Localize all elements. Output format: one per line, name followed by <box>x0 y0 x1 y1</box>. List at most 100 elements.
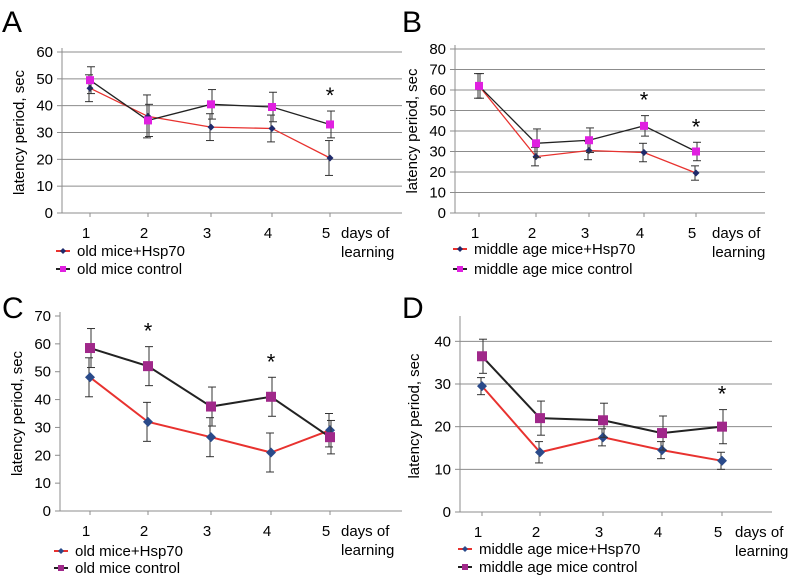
y-tick-label: 40 <box>429 123 446 140</box>
x-axis-title-line2: learning <box>735 543 788 560</box>
legend-swatch-marker <box>58 548 64 554</box>
data-point <box>268 124 276 132</box>
legend-label: middle age mice control <box>474 261 632 278</box>
data-point <box>85 343 95 354</box>
significance-marker: * <box>144 319 153 344</box>
data-point <box>143 361 153 372</box>
x-axis-title-line1: days of <box>341 225 390 242</box>
legend-label: old mice+Hsp70 <box>75 543 183 560</box>
data-point <box>477 351 487 362</box>
x-tick-label: 2 <box>140 523 148 540</box>
data-point <box>477 381 487 392</box>
y-tick-label: 70 <box>429 62 446 79</box>
significance-marker: * <box>692 114 701 139</box>
x-tick-label: 4 <box>264 225 272 242</box>
y-tick-label: 50 <box>36 71 53 88</box>
x-tick-label: 2 <box>532 524 540 541</box>
legend-swatch-marker <box>462 564 468 570</box>
legend-entry: middle age mice control <box>453 261 632 278</box>
data-point <box>143 416 153 427</box>
legend-swatch-marker <box>457 246 463 252</box>
data-point <box>144 116 152 125</box>
chart-panel-a: A 0 10 20 30 40 50 60 latency period, sec 1 2 3 4 5 da… <box>2 6 402 278</box>
y-tick-label: 0 <box>443 504 451 521</box>
data-point <box>532 139 540 148</box>
legend-swatch-marker <box>457 266 463 272</box>
y-tick-label: 30 <box>429 144 446 161</box>
data-point <box>717 455 727 466</box>
y-tick-label: 40 <box>36 98 53 115</box>
legend-label: middle age mice control <box>479 559 637 575</box>
y-tick-label: 10 <box>34 475 51 492</box>
x-tick-label: 3 <box>581 225 589 242</box>
series-control <box>85 328 335 455</box>
y-axis-title: latency period, sec <box>9 350 26 476</box>
x-axis-title-line1: days of <box>712 225 761 242</box>
y-tick-label: 20 <box>34 447 51 464</box>
y-tick-label: 50 <box>34 364 51 381</box>
y-tick-label: 0 <box>438 205 446 222</box>
y-tick-label: 10 <box>36 178 53 195</box>
legend-entry: middle age mice control <box>458 559 637 576</box>
y-tick-label: 70 <box>34 308 51 325</box>
y-axis-title: latency period, sec <box>406 353 423 479</box>
legend-entry: middle age mice+Hsp70 <box>458 541 640 558</box>
data-point <box>86 84 94 92</box>
y-tick-label: 20 <box>434 419 451 436</box>
x-tick-label: 2 <box>140 225 148 242</box>
data-point <box>640 121 648 130</box>
data-point <box>532 153 540 161</box>
x-tick-label: 3 <box>203 225 211 242</box>
panel-letter: C <box>2 292 24 325</box>
y-axis-title: latency period, sec <box>404 68 421 194</box>
legend-label: old mice control <box>75 560 180 575</box>
significance-marker: * <box>267 349 276 374</box>
panel-letter: B <box>402 6 422 39</box>
x-tick-label: 4 <box>654 524 662 541</box>
significance-marker: * <box>640 88 649 113</box>
y-tick-label: 80 <box>429 41 446 58</box>
data-point <box>640 149 648 157</box>
data-point <box>692 169 700 177</box>
chart-panel-b: B 0 10 20 30 40 50 60 70 80 latency period, sec 1 2 3… <box>402 6 765 278</box>
data-point <box>266 447 276 458</box>
data-point <box>598 415 608 426</box>
data-point <box>535 447 545 458</box>
legend-label: old mice control <box>77 261 182 278</box>
x-tick-label: 1 <box>82 225 90 242</box>
legend-entry: old mice control <box>56 261 182 278</box>
chart-panel-c: C 0 10 20 30 40 50 60 70 latency period, sec 1 2 3 4 5… <box>2 292 402 577</box>
panel-letter: D <box>402 292 424 325</box>
data-point <box>326 120 334 129</box>
series-hsp70 <box>85 357 335 473</box>
legend-entry: old mice+Hsp70 <box>54 543 183 560</box>
y-tick-label: 50 <box>429 103 446 120</box>
data-point <box>717 421 727 432</box>
x-tick-label: 5 <box>688 225 696 242</box>
data-point <box>535 413 545 424</box>
x-tick-label: 3 <box>203 523 211 540</box>
data-point <box>657 428 667 439</box>
series-control <box>86 66 335 139</box>
data-point <box>206 432 216 443</box>
x-tick-label: 5 <box>322 523 330 540</box>
data-point <box>326 154 334 162</box>
y-tick-label: 60 <box>34 336 51 353</box>
data-point <box>475 81 483 90</box>
y-tick-label: 30 <box>34 419 51 436</box>
data-point <box>692 147 700 156</box>
y-tick-label: 10 <box>434 461 451 478</box>
x-tick-label: 3 <box>595 524 603 541</box>
y-tick-label: 60 <box>36 44 53 61</box>
x-tick-label: 4 <box>263 523 271 540</box>
legend-label: middle age mice+Hsp70 <box>479 541 640 558</box>
legend-entry: old mice control <box>54 560 180 577</box>
x-tick-label: 1 <box>471 225 479 242</box>
data-point <box>268 103 276 112</box>
legend-swatch-marker <box>58 565 64 571</box>
x-tick-label: 2 <box>528 225 536 242</box>
y-tick-label: 40 <box>434 333 451 350</box>
y-tick-label: 0 <box>45 205 53 222</box>
x-axis-title-line2: learning <box>341 244 394 261</box>
x-tick-label: 5 <box>322 225 330 242</box>
